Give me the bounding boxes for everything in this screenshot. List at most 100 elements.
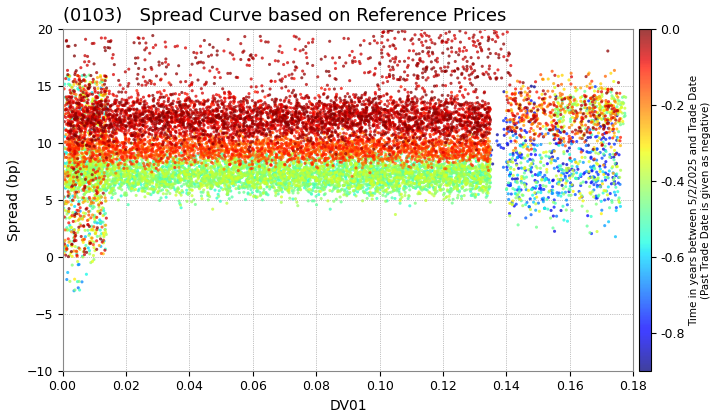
Point bbox=[438, 169, 449, 176]
Point bbox=[96, 123, 107, 130]
Point bbox=[65, 120, 76, 127]
Point bbox=[271, 161, 283, 168]
Point bbox=[586, 168, 598, 174]
Point bbox=[325, 113, 337, 120]
Point bbox=[467, 34, 479, 41]
Point bbox=[118, 110, 130, 116]
Point bbox=[132, 136, 144, 143]
Point bbox=[118, 143, 130, 150]
Point bbox=[420, 178, 431, 185]
Point bbox=[279, 126, 290, 133]
Point bbox=[281, 104, 292, 111]
Point bbox=[193, 111, 204, 118]
Point bbox=[66, 115, 78, 122]
Point bbox=[207, 112, 219, 118]
Point bbox=[284, 125, 295, 132]
Point bbox=[70, 181, 81, 188]
Point bbox=[410, 114, 421, 121]
Point bbox=[410, 174, 422, 181]
Point bbox=[389, 156, 400, 163]
Point bbox=[530, 200, 541, 207]
Point bbox=[354, 144, 365, 151]
Point bbox=[531, 111, 542, 118]
Point bbox=[374, 115, 385, 121]
Point bbox=[145, 116, 156, 123]
Point bbox=[383, 136, 395, 143]
Point bbox=[78, 165, 90, 171]
Point bbox=[99, 163, 111, 169]
Point bbox=[162, 160, 174, 166]
Point bbox=[588, 126, 599, 133]
Point bbox=[524, 156, 536, 163]
Point bbox=[225, 70, 236, 77]
Point bbox=[170, 153, 181, 160]
Point bbox=[272, 134, 284, 141]
Point bbox=[321, 161, 333, 168]
Point bbox=[204, 149, 215, 156]
Point bbox=[418, 120, 429, 126]
Point bbox=[348, 151, 360, 158]
Point bbox=[127, 110, 139, 117]
Point bbox=[139, 136, 150, 143]
Point bbox=[506, 91, 518, 97]
Point bbox=[89, 184, 100, 190]
Point bbox=[145, 109, 157, 116]
Point bbox=[405, 179, 417, 186]
Point bbox=[358, 188, 369, 194]
Point bbox=[98, 146, 109, 152]
Point bbox=[204, 41, 215, 48]
Point bbox=[343, 148, 355, 155]
Point bbox=[200, 110, 212, 116]
Point bbox=[81, 144, 93, 151]
Point bbox=[288, 164, 300, 171]
Point bbox=[186, 147, 197, 154]
Point bbox=[381, 74, 392, 81]
Point bbox=[279, 163, 291, 170]
Point bbox=[166, 182, 178, 189]
Point bbox=[400, 184, 412, 191]
Point bbox=[201, 115, 212, 121]
Point bbox=[215, 178, 226, 185]
Point bbox=[505, 102, 517, 108]
Point bbox=[478, 122, 490, 129]
Point bbox=[189, 201, 201, 208]
Point bbox=[444, 188, 455, 195]
Point bbox=[129, 133, 140, 140]
Point bbox=[210, 99, 222, 105]
Point bbox=[241, 172, 253, 179]
Point bbox=[101, 160, 112, 167]
Point bbox=[397, 104, 409, 110]
Point bbox=[532, 172, 544, 178]
Point bbox=[429, 170, 441, 176]
Point bbox=[345, 148, 356, 155]
Point bbox=[311, 100, 323, 107]
Point bbox=[426, 158, 437, 165]
Point bbox=[321, 147, 333, 154]
Point bbox=[127, 184, 138, 191]
Point bbox=[355, 136, 366, 143]
Point bbox=[129, 152, 140, 158]
Point bbox=[374, 138, 385, 145]
Point bbox=[558, 167, 570, 174]
Point bbox=[516, 176, 527, 182]
Point bbox=[115, 171, 127, 177]
Point bbox=[474, 162, 486, 169]
Point bbox=[88, 196, 99, 203]
Point bbox=[369, 108, 380, 114]
Point bbox=[473, 158, 485, 164]
Point bbox=[245, 171, 256, 177]
Point bbox=[608, 180, 619, 187]
Point bbox=[82, 174, 94, 181]
Point bbox=[63, 103, 75, 110]
Point bbox=[315, 188, 326, 195]
Point bbox=[523, 100, 535, 107]
Point bbox=[128, 161, 140, 168]
Point bbox=[133, 150, 145, 157]
Point bbox=[481, 181, 492, 188]
Point bbox=[355, 115, 366, 122]
Point bbox=[430, 184, 441, 191]
Point bbox=[263, 166, 274, 173]
Point bbox=[372, 158, 383, 165]
Point bbox=[333, 179, 345, 186]
Point bbox=[76, 131, 87, 138]
